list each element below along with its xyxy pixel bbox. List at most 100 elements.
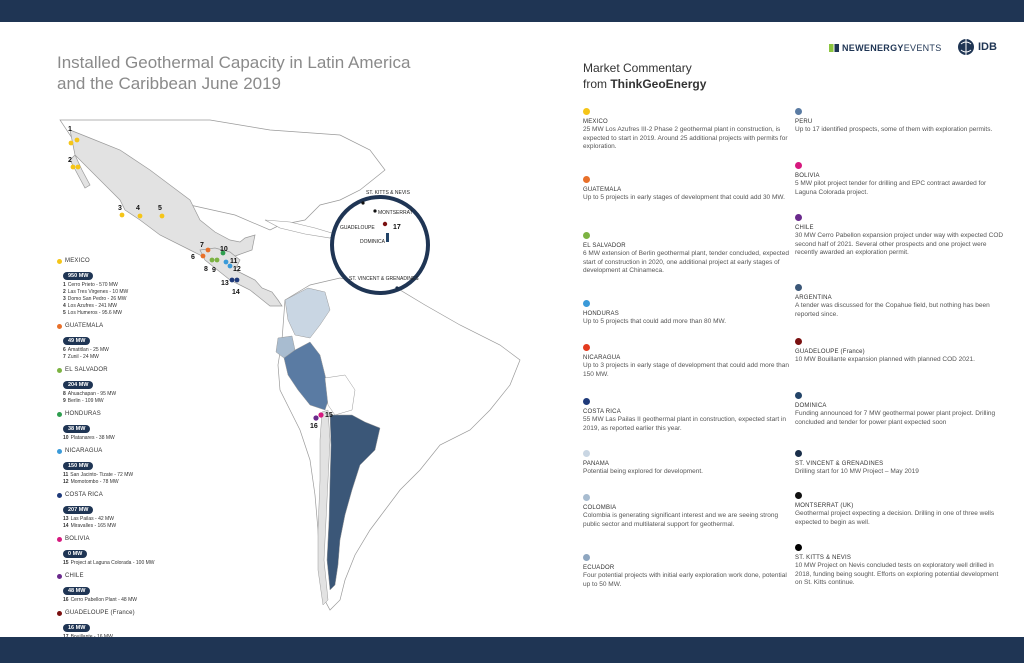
entry-dot bbox=[583, 554, 590, 561]
marker-dot-12 bbox=[227, 263, 233, 269]
entry-guatemala: GUATEMALA Up to 5 projects in early stag… bbox=[583, 176, 793, 203]
legend-plant: 5 Los Humeros - 95.6 MW bbox=[63, 310, 122, 316]
marker-dot-2b bbox=[75, 164, 81, 170]
idb-logo: IDB bbox=[957, 38, 997, 56]
chile-shape bbox=[317, 409, 331, 606]
entry-argentina: ARGENTINA A tender was discussed for the… bbox=[795, 284, 1005, 319]
entry-dot bbox=[795, 392, 802, 399]
marker-label-11: 11 bbox=[230, 258, 238, 265]
title-line-1: Installed Geothermal Capacity in Latin A… bbox=[57, 53, 411, 72]
legend-plant: 3 Domo San Pedro - 26 MW bbox=[63, 296, 127, 302]
entry-dot bbox=[583, 108, 590, 115]
legend-total-badge: 0 MW bbox=[63, 550, 88, 558]
legend-plant: 16 Cerro Pabellon Plant - 48 MW bbox=[63, 597, 137, 603]
marker-label-6: 6 bbox=[191, 254, 195, 261]
legend-plant: 15 Project at Laguna Colorada - 100 MW bbox=[63, 560, 155, 566]
legend-country: BOLIVIA bbox=[65, 536, 90, 542]
legend-country: GUATEMALA bbox=[65, 323, 104, 329]
marker-label-3: 3 bbox=[118, 205, 122, 212]
entry-dot bbox=[583, 344, 590, 351]
commentary-line-1: Market Commentary bbox=[583, 61, 692, 75]
thinkgeoenergy-brand: ThinkGeoEnergy bbox=[610, 77, 707, 91]
entry-costa-rica: COSTA RICA 55 MW Las Pailas II geotherma… bbox=[583, 398, 793, 433]
entry-chile: CHILE 30 MW Cerro Pabellon expansion pro… bbox=[795, 214, 1005, 258]
entry-dot bbox=[583, 494, 590, 501]
legend-country: NICARAGUA bbox=[65, 448, 103, 454]
marker-dot-7 bbox=[205, 247, 211, 253]
inset-label-stvincent: ST. VINCENT & GRENADINES bbox=[349, 276, 419, 282]
marker-label-13: 13 bbox=[221, 280, 229, 287]
legend-el-salvador: EL SALVADOR 204 MW 8 Ahuachapan - 95 MW 9… bbox=[57, 367, 237, 405]
commentary-line-2: from ThinkGeoEnergy bbox=[583, 77, 707, 91]
top-band bbox=[0, 0, 1024, 22]
marker-label-1: 1 bbox=[68, 126, 72, 133]
entry-honduras: HONDURAS Up to 5 projects that could add… bbox=[583, 300, 793, 327]
legend-plant: 14 Miravalles - 165 MW bbox=[63, 523, 117, 529]
marker-dot-9 bbox=[214, 257, 220, 263]
legend-total-badge: 48 MW bbox=[63, 587, 91, 595]
marker-dot-16 bbox=[313, 415, 319, 421]
entry-dot bbox=[583, 398, 590, 405]
marker-label-10: 10 bbox=[220, 246, 228, 253]
marker-dot-15 bbox=[318, 412, 324, 418]
entry-dot bbox=[795, 162, 802, 169]
caribbean-inset: ST. KITTS & NEVIS MONTSERRAT GUADELOUPE … bbox=[330, 190, 430, 295]
cuba-shape bbox=[264, 219, 336, 239]
marker-label-16: 16 bbox=[310, 423, 318, 430]
entry-bolivia: BOLIVIA 5 MW pilot project tender for dr… bbox=[795, 162, 1005, 197]
latin-america-map: 1 2 3 4 5 6 7 8 9 10 11 12 13 14 15 16 S… bbox=[59, 119, 521, 611]
inset-dot-montserrat bbox=[373, 209, 377, 213]
argentina-shape bbox=[326, 414, 381, 591]
inset-label-guadeloupe: GUADELOUPE bbox=[340, 225, 375, 231]
legend-plant: 7 Zunil - 24 MW bbox=[63, 354, 99, 360]
legend-country: HONDURAS bbox=[65, 411, 101, 417]
idb-globe-icon bbox=[958, 39, 974, 55]
inset-dot-stvincent bbox=[395, 286, 399, 290]
marker-dot-1b bbox=[68, 140, 74, 146]
entry-colombia: COLOMBIA Colombia is generating signific… bbox=[583, 494, 793, 529]
legend-plant: 8 Ahuachapan - 95 MW bbox=[63, 391, 117, 397]
entry-dot bbox=[795, 108, 802, 115]
marker-label-14: 14 bbox=[232, 289, 240, 296]
entry-mexico: MEXICO 25 MW Los Azufres III-2 Phase 2 g… bbox=[583, 108, 793, 152]
entry-dot bbox=[583, 232, 590, 239]
inset-dot-stkitts bbox=[361, 201, 365, 205]
entry-st-vincent: ST. VINCENT & GRENADINES Drilling start … bbox=[795, 450, 1005, 477]
marker-dot-14 bbox=[234, 277, 240, 283]
entry-dot bbox=[583, 450, 590, 457]
newenergyevents-logo: NEWENERGY EVENTS bbox=[829, 43, 942, 53]
marker-label-8: 8 bbox=[204, 266, 208, 273]
bottom-band bbox=[0, 637, 1024, 663]
marker-label-15: 15 bbox=[325, 412, 333, 419]
entry-guadeloupe: GUADELOUPE (France) 10 MW Bouillante exp… bbox=[795, 338, 1005, 365]
entry-dot bbox=[583, 176, 590, 183]
inset-label-stkitts: ST. KITTS & NEVIS bbox=[366, 190, 411, 196]
entry-el-salvador: EL SALVADOR 6 MW extension of Berlin geo… bbox=[583, 232, 793, 276]
legend-plant: 1 Cerro Prieto - 570 MW bbox=[63, 282, 118, 288]
legend-total-badge: 16 MW bbox=[63, 624, 91, 632]
marker-dot-4 bbox=[137, 213, 143, 219]
colombia-shape bbox=[284, 287, 331, 339]
capacity-legend: MEXICO 950 MW 1 Cerro Prieto - 570 MW 2 La… bbox=[57, 258, 237, 647]
legend-dot bbox=[57, 536, 62, 542]
legend-total-badge: 150 MW bbox=[63, 462, 94, 470]
legend-country: CHILE bbox=[65, 573, 84, 579]
legend-total-badge: 38 MW bbox=[63, 425, 91, 433]
inset-label-montserrat: MONTSERRAT bbox=[378, 210, 413, 216]
legend-total-badge: 204 MW bbox=[63, 381, 94, 389]
newenergyevents-mark-icon bbox=[829, 44, 839, 52]
legend-dot bbox=[57, 492, 62, 498]
legend-dot bbox=[57, 610, 62, 616]
legend-country: COSTA RICA bbox=[65, 492, 103, 498]
marker-dot-1 bbox=[74, 137, 80, 143]
mexico-shape bbox=[69, 129, 256, 261]
entry-dot bbox=[795, 284, 802, 291]
legend-total-badge: 950 MW bbox=[63, 272, 94, 280]
entry-st-kitts: ST. KITTS & NEVIS 10 MW Project on Nevis… bbox=[795, 544, 1005, 588]
legend-plant: 2 Las Tres Virgenes - 10 MW bbox=[63, 289, 129, 295]
legend-plant: 4 Los Azufres - 241 MW bbox=[63, 303, 117, 309]
legend-costa-rica: COSTA RICA 207 MW 13 Las Pailas - 42 MW 1… bbox=[57, 492, 237, 530]
legend-dot bbox=[57, 367, 62, 373]
legend-guatemala: GUATEMALA 49 MW 6 Amatitlan - 25 MW 7 Zuni… bbox=[57, 323, 237, 361]
inset-dot-guadeloupe bbox=[382, 221, 388, 227]
